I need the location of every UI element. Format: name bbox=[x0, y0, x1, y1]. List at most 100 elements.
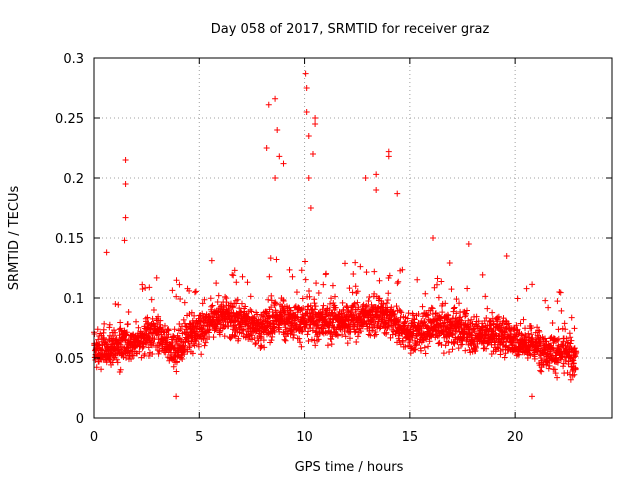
data-point bbox=[391, 311, 398, 318]
data-point bbox=[483, 345, 490, 352]
data-point bbox=[415, 311, 422, 318]
data-point bbox=[462, 313, 469, 320]
data-point bbox=[453, 310, 460, 317]
data-point bbox=[221, 333, 228, 340]
y-tick-label: 0.05 bbox=[55, 352, 84, 367]
data-point bbox=[247, 306, 254, 313]
data-points bbox=[91, 70, 580, 400]
data-point bbox=[170, 363, 177, 370]
data-point bbox=[248, 336, 255, 343]
data-point bbox=[514, 295, 521, 302]
data-point bbox=[562, 357, 569, 364]
data-point bbox=[385, 153, 392, 160]
data-point bbox=[135, 324, 142, 331]
data-point bbox=[424, 312, 431, 319]
data-point bbox=[303, 85, 310, 91]
data-point bbox=[229, 304, 236, 311]
data-point bbox=[329, 282, 336, 289]
data-point bbox=[350, 302, 357, 309]
data-point bbox=[567, 376, 574, 383]
data-point bbox=[121, 237, 128, 244]
data-point bbox=[258, 343, 265, 350]
data-point bbox=[363, 269, 370, 276]
data-point bbox=[460, 309, 467, 316]
data-point bbox=[422, 290, 429, 297]
data-point bbox=[261, 344, 268, 351]
data-point bbox=[376, 277, 383, 284]
data-point bbox=[133, 318, 140, 325]
data-point bbox=[462, 310, 469, 317]
data-point bbox=[383, 329, 390, 336]
data-point bbox=[324, 342, 331, 349]
data-point bbox=[517, 320, 524, 327]
data-point bbox=[339, 331, 346, 338]
data-point bbox=[122, 157, 129, 163]
data-point bbox=[502, 317, 509, 324]
data-point bbox=[231, 332, 238, 339]
data-point bbox=[98, 366, 105, 373]
data-point bbox=[315, 289, 322, 296]
x-tick-label: 15 bbox=[402, 430, 419, 445]
data-point bbox=[449, 346, 456, 353]
data-point bbox=[260, 337, 267, 344]
data-point bbox=[280, 298, 287, 305]
data-point bbox=[340, 306, 347, 313]
data-point bbox=[191, 289, 198, 296]
data-point bbox=[93, 364, 100, 371]
data-point bbox=[214, 299, 221, 306]
data-point bbox=[338, 310, 345, 317]
data-point bbox=[482, 293, 489, 300]
data-point bbox=[323, 270, 330, 277]
data-point bbox=[146, 284, 153, 291]
data-point bbox=[453, 328, 460, 335]
data-point bbox=[268, 337, 275, 344]
data-point bbox=[358, 322, 365, 329]
data-point bbox=[365, 297, 372, 304]
data-point bbox=[528, 324, 535, 331]
data-point bbox=[430, 235, 437, 241]
data-point bbox=[502, 350, 509, 357]
data-point bbox=[289, 273, 296, 280]
data-point bbox=[312, 303, 319, 310]
data-point bbox=[225, 322, 232, 329]
data-point bbox=[234, 296, 241, 303]
data-point bbox=[557, 289, 564, 296]
data-point bbox=[433, 331, 440, 338]
data-point bbox=[265, 101, 272, 108]
data-point bbox=[201, 296, 208, 303]
data-point bbox=[412, 346, 419, 353]
data-point bbox=[232, 322, 239, 329]
data-point bbox=[235, 335, 242, 342]
data-point bbox=[177, 326, 184, 333]
data-point bbox=[106, 324, 113, 331]
data-point bbox=[222, 293, 229, 300]
data-point bbox=[532, 329, 539, 336]
data-point bbox=[286, 266, 293, 273]
data-point bbox=[571, 325, 578, 332]
data-point bbox=[373, 331, 380, 338]
data-point bbox=[457, 314, 464, 321]
data-point bbox=[100, 334, 107, 341]
data-point bbox=[342, 260, 349, 267]
data-point bbox=[384, 296, 391, 303]
data-point bbox=[560, 338, 567, 345]
data-point bbox=[276, 328, 283, 335]
data-point bbox=[298, 267, 305, 274]
data-point bbox=[536, 328, 543, 335]
data-point bbox=[542, 297, 549, 304]
data-point bbox=[305, 133, 312, 139]
data-point bbox=[365, 331, 372, 338]
data-point bbox=[448, 286, 455, 293]
data-point bbox=[352, 283, 359, 290]
data-point bbox=[449, 332, 456, 339]
data-point bbox=[117, 319, 124, 326]
data-point bbox=[106, 321, 113, 328]
data-point bbox=[101, 320, 108, 327]
data-point bbox=[394, 190, 401, 197]
data-point bbox=[230, 309, 237, 316]
data-point bbox=[117, 325, 124, 332]
data-point bbox=[401, 319, 408, 326]
data-point bbox=[274, 127, 281, 133]
data-point bbox=[402, 318, 409, 325]
data-point bbox=[419, 303, 426, 310]
